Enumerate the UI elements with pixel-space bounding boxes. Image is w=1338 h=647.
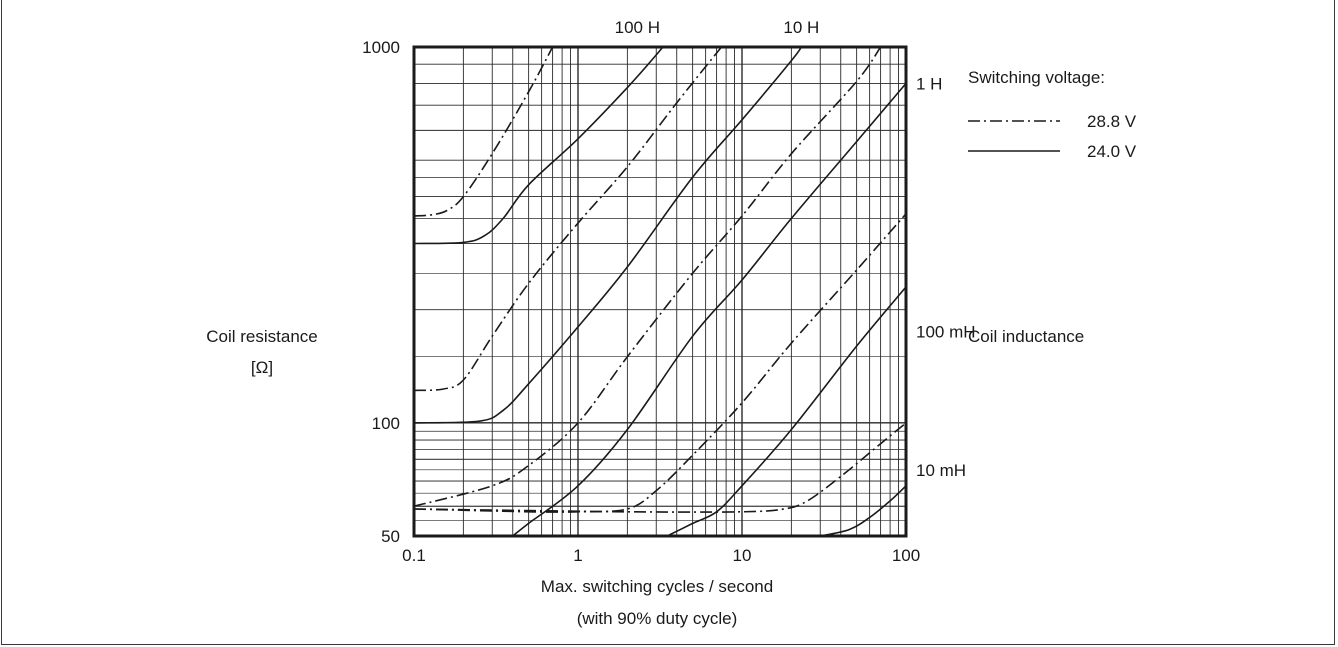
- curve-solid-100mh: [666, 286, 906, 536]
- curve-dash-dot-1h: [414, 47, 882, 507]
- y-tick-label: 50: [381, 527, 400, 546]
- grid-lines: [414, 47, 906, 536]
- legend-title: Switching voltage:: [968, 68, 1105, 87]
- inductance-labels: 100 H 10 H 1 H 100 mH 10 mH: [615, 18, 976, 480]
- y-tick-label: 100: [372, 414, 400, 433]
- y-tick-labels: 50 100 1000: [362, 38, 400, 546]
- curve-dash-dot-10h: [414, 47, 723, 392]
- x-tick-labels: 0.1 1 10 100: [402, 546, 920, 565]
- x-tick-label: 1: [573, 546, 582, 565]
- curve-dash-dot-100h: [414, 47, 554, 217]
- y-axis-label-line1: Coil resistance: [206, 327, 318, 346]
- inductance-label: 100 mH: [916, 323, 976, 342]
- legend-label-solid: 24.0 V: [1087, 142, 1137, 161]
- curve-solid-1h: [512, 82, 906, 536]
- inductance-label: 10 H: [783, 18, 819, 37]
- y-tick-label: 1000: [362, 38, 400, 57]
- curves: [414, 47, 906, 536]
- x-axis-label-line1: Max. switching cycles / second: [541, 577, 773, 596]
- right-axis-label: Coil inductance: [968, 327, 1084, 346]
- curve-solid-100h: [414, 47, 664, 245]
- x-tick-label: 10: [733, 546, 752, 565]
- legend-label-dashdot: 28.8 V: [1087, 112, 1137, 131]
- legend: Switching voltage: 28.8 V 24.0 V: [968, 68, 1137, 161]
- x-tick-label: 100: [892, 546, 920, 565]
- curve-solid-10h: [414, 47, 802, 424]
- curve-dash-dot-10mh: [414, 422, 906, 513]
- inductance-label: 10 mH: [916, 461, 966, 480]
- curve-solid-10mh: [820, 485, 906, 536]
- curve-dash-dot-100mh: [414, 213, 906, 513]
- inductance-label: 100 H: [615, 18, 660, 37]
- x-tick-label: 0.1: [402, 546, 426, 565]
- inductance-label: 1 H: [916, 74, 942, 93]
- y-axis-label-line2: [Ω]: [251, 358, 273, 377]
- plot-border: [412, 45, 908, 538]
- x-axis-label-line2: (with 90% duty cycle): [577, 609, 738, 628]
